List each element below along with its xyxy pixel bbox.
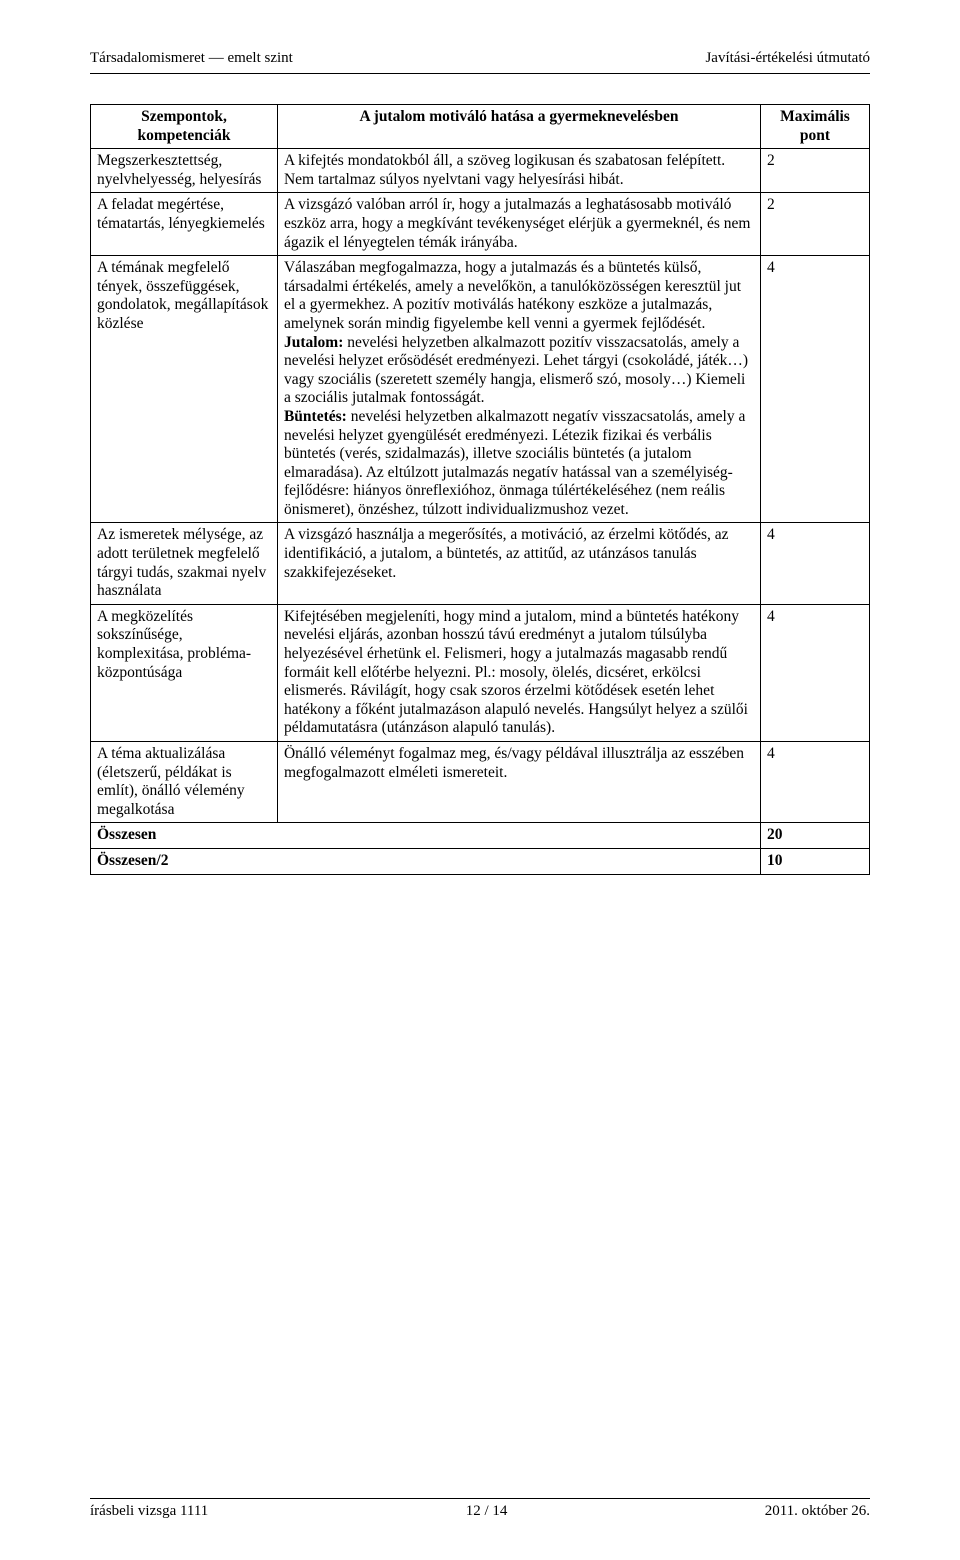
spacer [90,875,870,1498]
footer-left: írásbeli vizsga 1111 [90,1503,208,1520]
label-total: Összesen [91,823,761,849]
header: Társadalomismeret — emelt szint Javítási… [90,50,870,73]
label-jutalom: Jutalom: [284,334,343,351]
label-total-half: Összesen/2 [91,848,761,874]
cell-criterion: A megközelítés sokszínűsége, komplexitás… [91,604,278,741]
text-buntetes: nevelési helyzetben alkalmazott negatív … [284,408,745,518]
cell-points: 2 [760,193,869,256]
table-row: A feladat megértése, tématartás, lényegk… [91,193,870,256]
cell-description: A vizsgázó használja a megerősítés, a mo… [277,523,760,604]
cell-criterion: Megszerkesztettség, nyelvhelyesség, hely… [91,149,278,193]
cell-criterion: Az ismeretek mélysége, az adott területn… [91,523,278,604]
cell-points: 4 [760,742,869,823]
row-total-half: Összesen/2 10 [91,848,870,874]
text-jutalom: nevelési helyzetben alkalmazott pozitív … [284,334,748,407]
table-row: A téma aktualizálása (életszerű, példáka… [91,742,870,823]
head-title: A jutalom motiváló hatása a gyermeknevel… [277,105,760,149]
head-maxpoints: Maximális pont [760,105,869,149]
rubric-table: Szempontok, kompetenciák A jutalom motiv… [90,104,870,875]
cell-description: Válaszában megfogalmazza, hogy a jutalma… [277,256,760,523]
cell-description: Önálló véleményt fogalmaz meg, és/vagy p… [277,742,760,823]
cell-points: 4 [760,256,869,523]
value-total: 20 [760,823,869,849]
cell-points: 4 [760,604,869,741]
header-right: Javítási-értékelési útmutató [705,50,870,67]
cell-description: Kifejtésében megjeleníti, hogy mind a ju… [277,604,760,741]
cell-criterion: A feladat megértése, tématartás, lényegk… [91,193,278,256]
cell-criterion: A témának megfelelő tények, összefüggése… [91,256,278,523]
page: Társadalomismeret — emelt szint Javítási… [0,0,960,1560]
cell-description: A kifejtés mondatokból áll, a szöveg log… [277,149,760,193]
cell-criterion: A téma aktualizálása (életszerű, példáka… [91,742,278,823]
cell-points: 2 [760,149,869,193]
footer-center: 12 / 14 [466,1503,508,1520]
table-row: A témának megfelelő tények, összefüggése… [91,256,870,523]
label-buntetes: Büntetés: [284,408,347,425]
table-head-row: Szempontok, kompetenciák A jutalom motiv… [91,105,870,149]
row-total: Összesen 20 [91,823,870,849]
desc-pre: Válaszában megfogalmazza, hogy a jutalma… [284,259,741,332]
footer-rule [90,1498,870,1499]
value-total-half: 10 [760,848,869,874]
head-competencies: Szempontok, kompetenciák [91,105,278,149]
footer: írásbeli vizsga 1111 12 / 14 2011. októb… [90,1503,870,1520]
cell-description: A vizsgázó valóban arról ír, hogy a juta… [277,193,760,256]
footer-right: 2011. október 26. [765,1503,870,1520]
header-rule [90,73,870,74]
header-left: Társadalomismeret — emelt szint [90,50,293,67]
cell-points: 4 [760,523,869,604]
table-row: Megszerkesztettség, nyelvhelyesség, hely… [91,149,870,193]
table-row: Az ismeretek mélysége, az adott területn… [91,523,870,604]
table-row: A megközelítés sokszínűsége, komplexitás… [91,604,870,741]
